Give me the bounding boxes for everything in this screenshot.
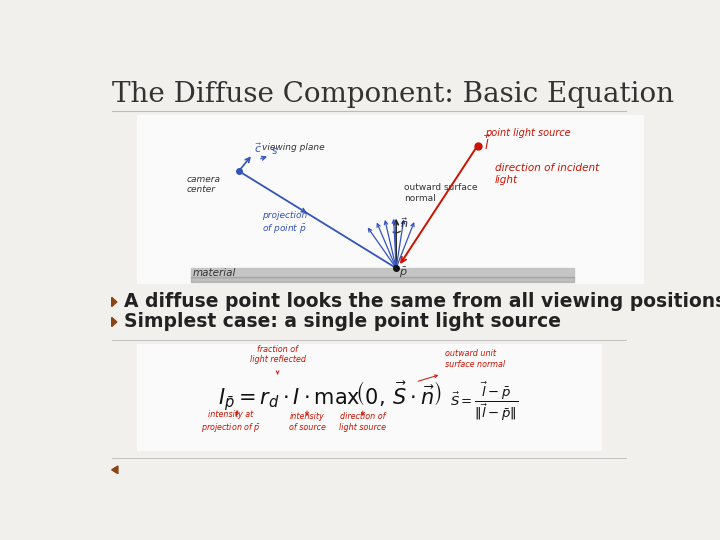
Polygon shape (112, 298, 117, 307)
Text: fraction of
light reflected: fraction of light reflected (250, 345, 305, 364)
Text: s: s (271, 146, 276, 156)
FancyBboxPatch shape (137, 343, 601, 451)
Text: viewing plane: viewing plane (262, 143, 325, 152)
Text: material: material (193, 268, 236, 279)
Text: projection
of point $\bar{p}$: projection of point $\bar{p}$ (262, 211, 307, 235)
Text: point light source: point light source (485, 129, 571, 138)
Text: $\vec{n}$: $\vec{n}$ (400, 217, 409, 230)
Polygon shape (112, 466, 118, 474)
Text: $\bar{p}$: $\bar{p}$ (399, 266, 408, 280)
FancyBboxPatch shape (137, 115, 644, 284)
Text: $\vec{c}$: $\vec{c}$ (254, 141, 263, 154)
Text: direction of
light source: direction of light source (339, 413, 387, 432)
Text: $\vec{S} = \dfrac{\vec{l}-\bar{p}}{\|\vec{l}-\bar{p}\|}$: $\vec{S} = \dfrac{\vec{l}-\bar{p}}{\|\ve… (451, 381, 518, 423)
Text: outward unit
surface normal: outward unit surface normal (445, 349, 505, 369)
Text: A diffuse point looks the same from all viewing positions: A diffuse point looks the same from all … (124, 293, 720, 312)
Text: direction of incident
light: direction of incident light (495, 163, 599, 185)
Text: Simplest case: a single point light source: Simplest case: a single point light sour… (124, 313, 561, 332)
Text: $I_{\bar{p}} = r_d \cdot I \cdot \mathrm{max}\!\left(0,\,\vec{S}\cdot\vec{n}\rig: $I_{\bar{p}} = r_d \cdot I \cdot \mathrm… (218, 379, 442, 413)
Text: camera
center: camera center (186, 175, 220, 194)
Polygon shape (112, 318, 117, 327)
Text: The Diffuse Component: Basic Equation: The Diffuse Component: Basic Equation (112, 80, 674, 107)
Text: intensity
of source: intensity of source (289, 413, 325, 432)
Text: $\vec{l}$: $\vec{l}$ (484, 135, 491, 153)
Text: outward surface
normal: outward surface normal (404, 183, 477, 202)
Text: intensity at
projection of $\bar{p}$: intensity at projection of $\bar{p}$ (201, 410, 261, 434)
